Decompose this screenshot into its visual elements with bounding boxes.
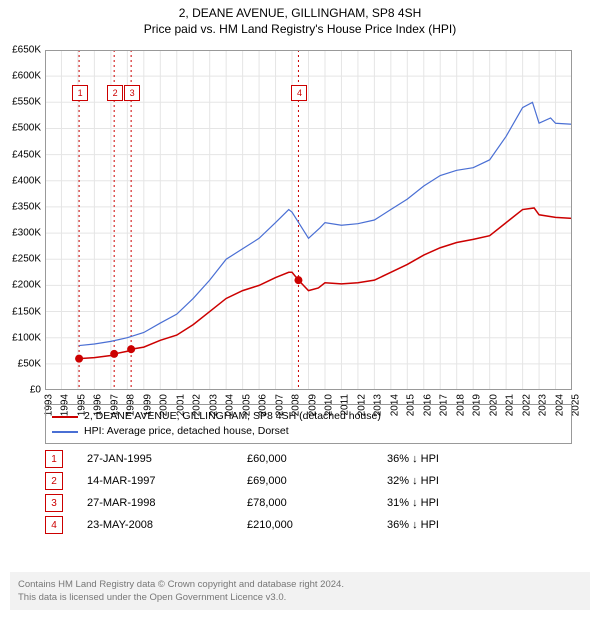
sale-number-box: 4 — [45, 516, 63, 534]
y-axis-label: £200K — [5, 280, 41, 291]
sale-hpi-diff: 32% ↓ HPI — [387, 475, 507, 487]
y-axis-label: £600K — [5, 71, 41, 82]
sale-price: £78,000 — [247, 497, 387, 509]
sale-hpi-diff: 36% ↓ HPI — [387, 519, 507, 531]
sales-row: 2 14-MAR-1997£69,00032% ↓ HPI — [45, 470, 572, 492]
y-axis-label: £500K — [5, 123, 41, 134]
legend-label: HPI: Average price, detached house, Dors… — [84, 424, 289, 439]
y-axis-label: £400K — [5, 175, 41, 186]
sale-date: 23-MAY-2008 — [87, 519, 247, 531]
y-axis-label: £100K — [5, 332, 41, 343]
sale-date: 27-JAN-1995 — [87, 453, 247, 465]
attribution: Contains HM Land Registry data © Crown c… — [10, 572, 590, 610]
y-axis-label: £350K — [5, 201, 41, 212]
sale-hpi-diff: 36% ↓ HPI — [387, 453, 507, 465]
legend-item-property: 2, DEANE AVENUE, GILLINGHAM, SP8 4SH (de… — [52, 409, 565, 424]
y-axis-label: £450K — [5, 149, 41, 160]
legend-label: 2, DEANE AVENUE, GILLINGHAM, SP8 4SH (de… — [84, 409, 381, 424]
legend-item-hpi: HPI: Average price, detached house, Dors… — [52, 424, 565, 439]
sale-price: £69,000 — [247, 475, 387, 487]
sale-number-box: 1 — [45, 450, 63, 468]
y-axis-label: £550K — [5, 97, 41, 108]
attribution-line: This data is licensed under the Open Gov… — [18, 591, 582, 604]
chart-legend: 2, DEANE AVENUE, GILLINGHAM, SP8 4SH (de… — [45, 404, 572, 444]
event-marker-box: 1 — [72, 85, 88, 101]
sale-hpi-diff: 31% ↓ HPI — [387, 497, 507, 509]
sales-row: 1 27-JAN-1995£60,00036% ↓ HPI — [45, 448, 572, 470]
y-axis-label: £300K — [5, 228, 41, 239]
event-marker-box: 3 — [124, 85, 140, 101]
sale-number-box: 3 — [45, 494, 63, 512]
sale-date: 14-MAR-1997 — [87, 475, 247, 487]
sales-row: 3 27-MAR-1998£78,00031% ↓ HPI — [45, 492, 572, 514]
chart-title-sub: Price paid vs. HM Land Registry's House … — [0, 22, 600, 36]
y-axis-label: £50K — [5, 358, 41, 369]
y-axis-label: £150K — [5, 306, 41, 317]
price-chart: £0£50K£100K£150K£200K£250K£300K£350K£400… — [45, 50, 572, 390]
sale-price: £210,000 — [247, 519, 387, 531]
event-marker-box: 4 — [291, 85, 307, 101]
y-axis-label: £650K — [5, 45, 41, 56]
sale-number-box: 2 — [45, 472, 63, 490]
sale-price: £60,000 — [247, 453, 387, 465]
sales-row: 4 23-MAY-2008£210,00036% ↓ HPI — [45, 514, 572, 536]
sales-table: 127-JAN-1995£60,00036% ↓ HPI214-MAR-1997… — [45, 448, 572, 536]
chart-title-address: 2, DEANE AVENUE, GILLINGHAM, SP8 4SH — [0, 6, 600, 20]
attribution-line: Contains HM Land Registry data © Crown c… — [18, 578, 582, 591]
x-axis-label: 2025 — [571, 394, 582, 416]
sale-date: 27-MAR-1998 — [87, 497, 247, 509]
y-axis-label: £0 — [5, 385, 41, 396]
y-axis-label: £250K — [5, 254, 41, 265]
event-marker-box: 2 — [107, 85, 123, 101]
